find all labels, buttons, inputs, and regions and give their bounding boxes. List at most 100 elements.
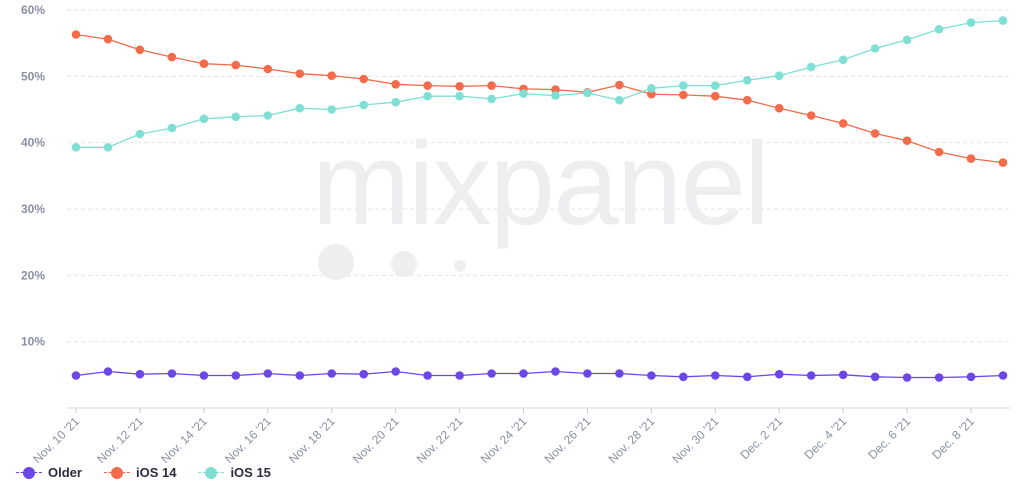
data-point-ios-14[interactable]	[103, 34, 113, 44]
data-point-ios-14[interactable]	[998, 158, 1008, 167]
data-point-ios-15[interactable]	[359, 100, 369, 110]
data-point-ios-15[interactable]	[327, 105, 337, 114]
data-point-older[interactable]	[838, 370, 848, 380]
data-point-ios-15[interactable]	[647, 84, 656, 93]
data-point-older[interactable]	[263, 369, 273, 378]
data-point-older[interactable]	[167, 369, 177, 378]
data-point-ios-14[interactable]	[167, 52, 177, 62]
legend-label: Older	[48, 465, 82, 480]
data-point-older[interactable]	[806, 371, 816, 380]
data-point-older[interactable]	[135, 369, 145, 379]
chart-legend: Older iOS 14 iOS 15	[16, 465, 271, 480]
data-point-older[interactable]	[487, 369, 496, 378]
series-ios-14	[71, 30, 1008, 167]
data-point-ios-15[interactable]	[199, 114, 209, 124]
data-point-ios-15[interactable]	[838, 55, 848, 65]
data-point-ios-14[interactable]	[934, 147, 944, 157]
data-point-older[interactable]	[615, 369, 624, 378]
data-point-ios-15[interactable]	[103, 143, 113, 152]
data-point-ios-14[interactable]	[199, 59, 209, 68]
data-point-ios-14[interactable]	[295, 69, 305, 78]
data-point-ios-15[interactable]	[934, 24, 944, 34]
data-point-ios-15[interactable]	[263, 111, 273, 120]
legend-item-older[interactable]: Older	[16, 465, 82, 480]
data-point-older[interactable]	[583, 369, 592, 378]
data-point-older[interactable]	[870, 372, 880, 382]
data-point-ios-14[interactable]	[902, 136, 912, 145]
data-point-ios-15[interactable]	[902, 35, 912, 45]
data-point-ios-14[interactable]	[391, 80, 401, 89]
legend-item-ios-14[interactable]: iOS 14	[103, 465, 176, 480]
data-point-older[interactable]	[551, 367, 560, 376]
data-point-ios-15[interactable]	[295, 103, 305, 113]
data-point-ios-15[interactable]	[966, 18, 976, 27]
data-point-ios-15[interactable]	[679, 81, 688, 90]
data-point-ios-14[interactable]	[487, 81, 496, 90]
data-point-older[interactable]	[647, 371, 656, 380]
data-point-ios-14[interactable]	[423, 81, 432, 90]
data-point-ios-14[interactable]	[647, 89, 656, 99]
data-point-older[interactable]	[711, 371, 720, 380]
data-point-older[interactable]	[934, 373, 944, 382]
data-point-ios-15[interactable]	[583, 88, 592, 98]
legend-item-ios-15[interactable]: iOS 15	[198, 465, 271, 480]
data-point-ios-14[interactable]	[838, 119, 848, 128]
data-point-ios-14[interactable]	[359, 74, 369, 84]
data-point-older[interactable]	[679, 372, 688, 382]
data-point-ios-14[interactable]	[615, 80, 624, 90]
data-point-ios-15[interactable]	[774, 71, 784, 80]
data-point-ios-15[interactable]	[423, 91, 432, 101]
data-point-older[interactable]	[455, 371, 464, 380]
data-point-ios-15[interactable]	[743, 76, 752, 85]
data-point-older[interactable]	[327, 369, 337, 378]
x-tick-label: Nov. 18 '21	[286, 414, 338, 466]
x-tick-label: Dec. 8 '21	[929, 414, 977, 462]
data-point-older[interactable]	[103, 367, 113, 376]
data-point-ios-15[interactable]	[487, 94, 496, 104]
data-point-ios-15[interactable]	[167, 123, 177, 133]
data-point-older[interactable]	[391, 367, 401, 376]
data-point-ios-15[interactable]	[231, 112, 241, 122]
data-point-ios-14[interactable]	[711, 91, 720, 101]
data-point-older[interactable]	[423, 371, 432, 380]
data-point-ios-14[interactable]	[263, 64, 273, 74]
data-point-ios-15[interactable]	[551, 91, 560, 100]
data-point-older[interactable]	[519, 369, 528, 378]
data-point-ios-14[interactable]	[71, 30, 81, 39]
data-point-ios-15[interactable]	[806, 62, 816, 72]
data-point-ios-15[interactable]	[998, 16, 1008, 25]
data-point-ios-15[interactable]	[391, 97, 401, 107]
x-tick-label: Nov. 20 '21	[350, 414, 402, 466]
data-point-ios-14[interactable]	[966, 154, 976, 163]
x-tick-label: Nov. 14 '21	[158, 414, 210, 466]
data-point-older[interactable]	[71, 371, 81, 380]
data-point-older[interactable]	[743, 372, 752, 382]
data-point-older[interactable]	[966, 372, 976, 382]
data-point-ios-15[interactable]	[71, 143, 81, 152]
data-point-older[interactable]	[231, 371, 241, 380]
data-point-ios-14[interactable]	[870, 129, 880, 138]
series-ios-15	[71, 16, 1008, 152]
data-point-ios-14[interactable]	[679, 90, 688, 100]
data-point-ios-14[interactable]	[135, 45, 145, 55]
data-point-ios-15[interactable]	[870, 44, 880, 53]
data-point-ios-15[interactable]	[519, 89, 528, 98]
data-point-older[interactable]	[998, 371, 1008, 380]
data-point-older[interactable]	[774, 369, 784, 379]
y-tick-label: 20%	[21, 268, 45, 282]
data-point-ios-14[interactable]	[231, 60, 241, 70]
data-point-ios-14[interactable]	[455, 82, 464, 91]
data-point-older[interactable]	[359, 369, 369, 379]
data-point-ios-14[interactable]	[327, 71, 337, 80]
data-point-ios-15[interactable]	[455, 91, 464, 101]
data-point-ios-14[interactable]	[806, 111, 816, 120]
data-point-older[interactable]	[295, 371, 305, 380]
data-point-older[interactable]	[902, 373, 912, 382]
data-point-ios-15[interactable]	[711, 81, 720, 90]
data-point-ios-14[interactable]	[774, 103, 784, 113]
data-point-older[interactable]	[199, 371, 209, 380]
data-point-ios-15[interactable]	[135, 129, 145, 139]
data-point-ios-14[interactable]	[551, 85, 560, 94]
data-point-ios-15[interactable]	[615, 95, 624, 105]
data-point-ios-14[interactable]	[743, 95, 752, 105]
